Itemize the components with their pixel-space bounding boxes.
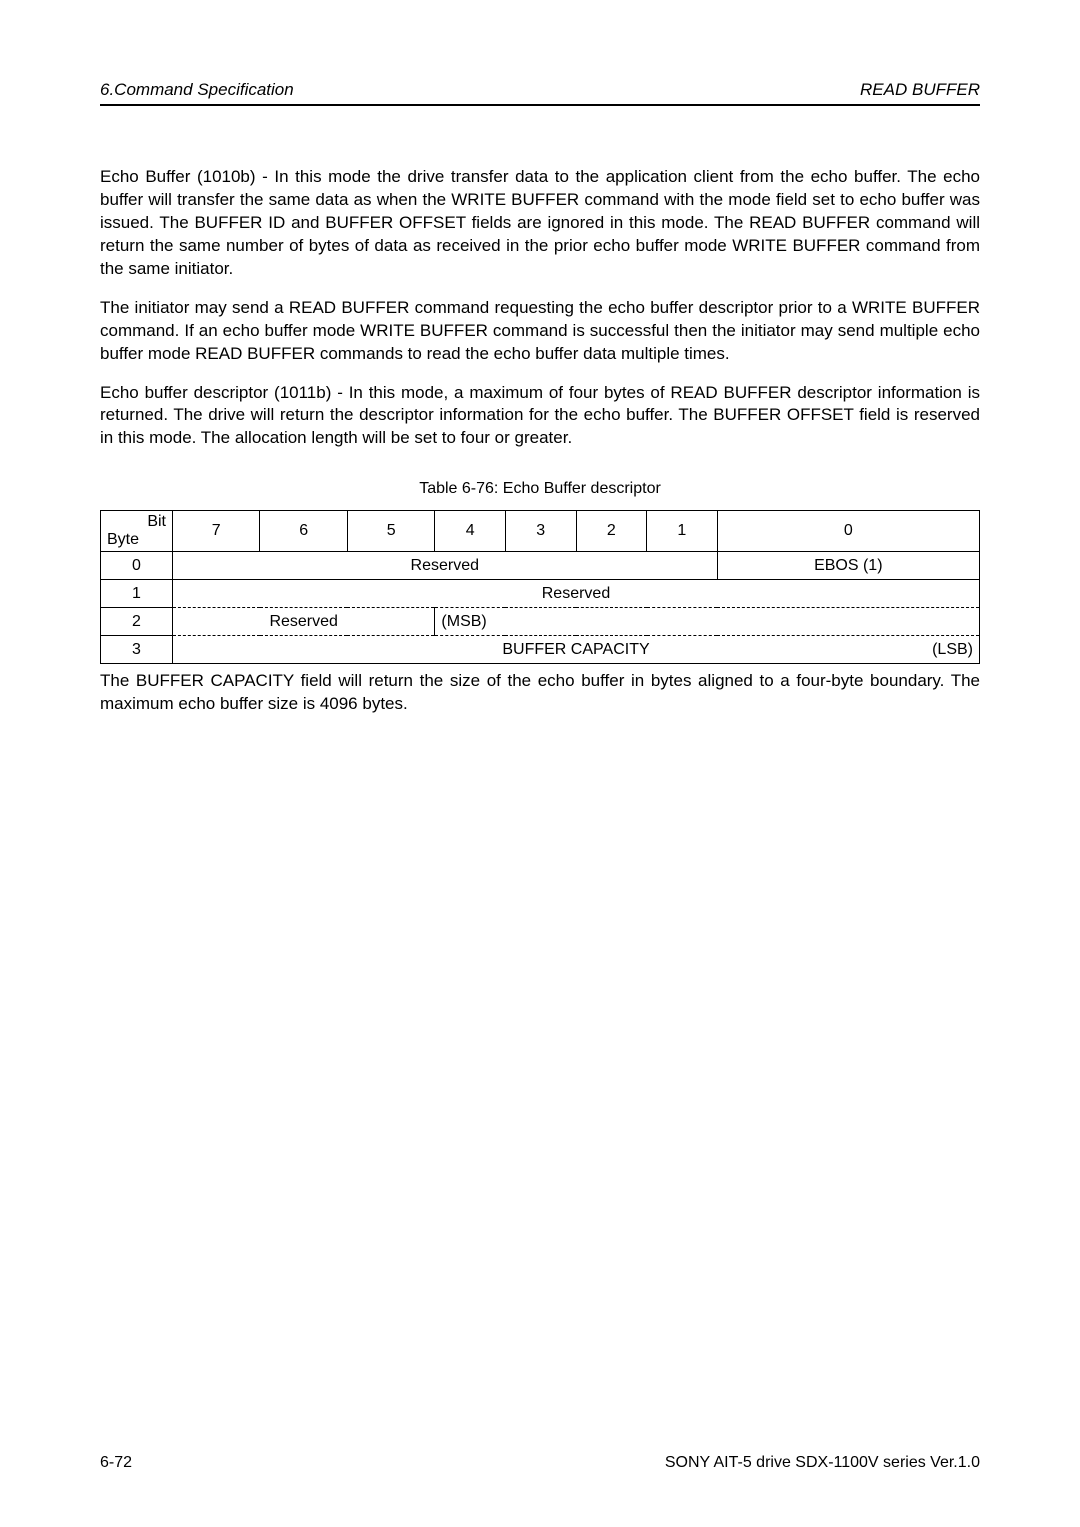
row3-lsb: (LSB) [932,641,973,659]
row3-capacity: BUFFER CAPACITY [502,641,649,658]
bit-0: 0 [717,511,979,552]
table-row-1: 1 Reserved [101,580,980,608]
bit-label: Bit [107,513,166,531]
table-caption: Table 6-76: Echo Buffer descriptor [100,480,980,498]
bit-1: 1 [647,511,718,552]
byte-1: 1 [101,580,173,608]
table-row-0: 0 Reserved EBOS (1) [101,552,980,580]
row3-cell: BUFFER CAPACITY (LSB) [173,636,980,664]
paragraph-echo-buffer: Echo Buffer (1010b) - In this mode the d… [100,166,980,281]
echo-buffer-table: Bit Byte 7 6 5 4 3 2 1 0 0 Reserved EBOS… [100,510,980,664]
row2-reserved: Reserved [173,608,435,636]
byte-0: 0 [101,552,173,580]
bit-7: 7 [173,511,260,552]
bit-3: 3 [505,511,576,552]
byte-3: 3 [101,636,173,664]
footer-left: 6-72 [100,1454,132,1472]
row1-reserved: Reserved [173,580,980,608]
footer-right: SONY AIT-5 drive SDX-1100V series Ver.1.… [665,1454,980,1472]
byte-label: Byte [107,531,166,549]
table-header-row: Bit Byte 7 6 5 4 3 2 1 0 [101,511,980,552]
page-footer: 6-72 SONY AIT-5 drive SDX-1100V series V… [100,1454,980,1472]
term-echo-descriptor: Echo buffer descriptor (1011b) [100,383,331,402]
table-row-3: 3 BUFFER CAPACITY (LSB) [101,636,980,664]
bit-byte-header: Bit Byte [101,511,173,552]
header-right: READ BUFFER [860,80,980,100]
bit-5: 5 [347,511,435,552]
bit-4: 4 [435,511,506,552]
paragraph-initiator: The initiator may send a READ BUFFER com… [100,297,980,366]
note-paragraph: The BUFFER CAPACITY field will return th… [100,670,980,716]
term-echo-buffer: Echo Buffer (1010b) [100,167,256,186]
bit-2: 2 [576,511,647,552]
table-row-2: 2 Reserved (MSB) [101,608,980,636]
paragraph-echo-descriptor: Echo buffer descriptor (1011b) - In this… [100,382,980,451]
header-left: 6.Command Specification [100,80,294,100]
row2-msb: (MSB) [435,608,980,636]
row0-ebos: EBOS (1) [717,552,979,580]
page-header: 6.Command Specification READ BUFFER [100,80,980,106]
bit-6: 6 [260,511,347,552]
byte-2: 2 [101,608,173,636]
row0-reserved: Reserved [173,552,718,580]
